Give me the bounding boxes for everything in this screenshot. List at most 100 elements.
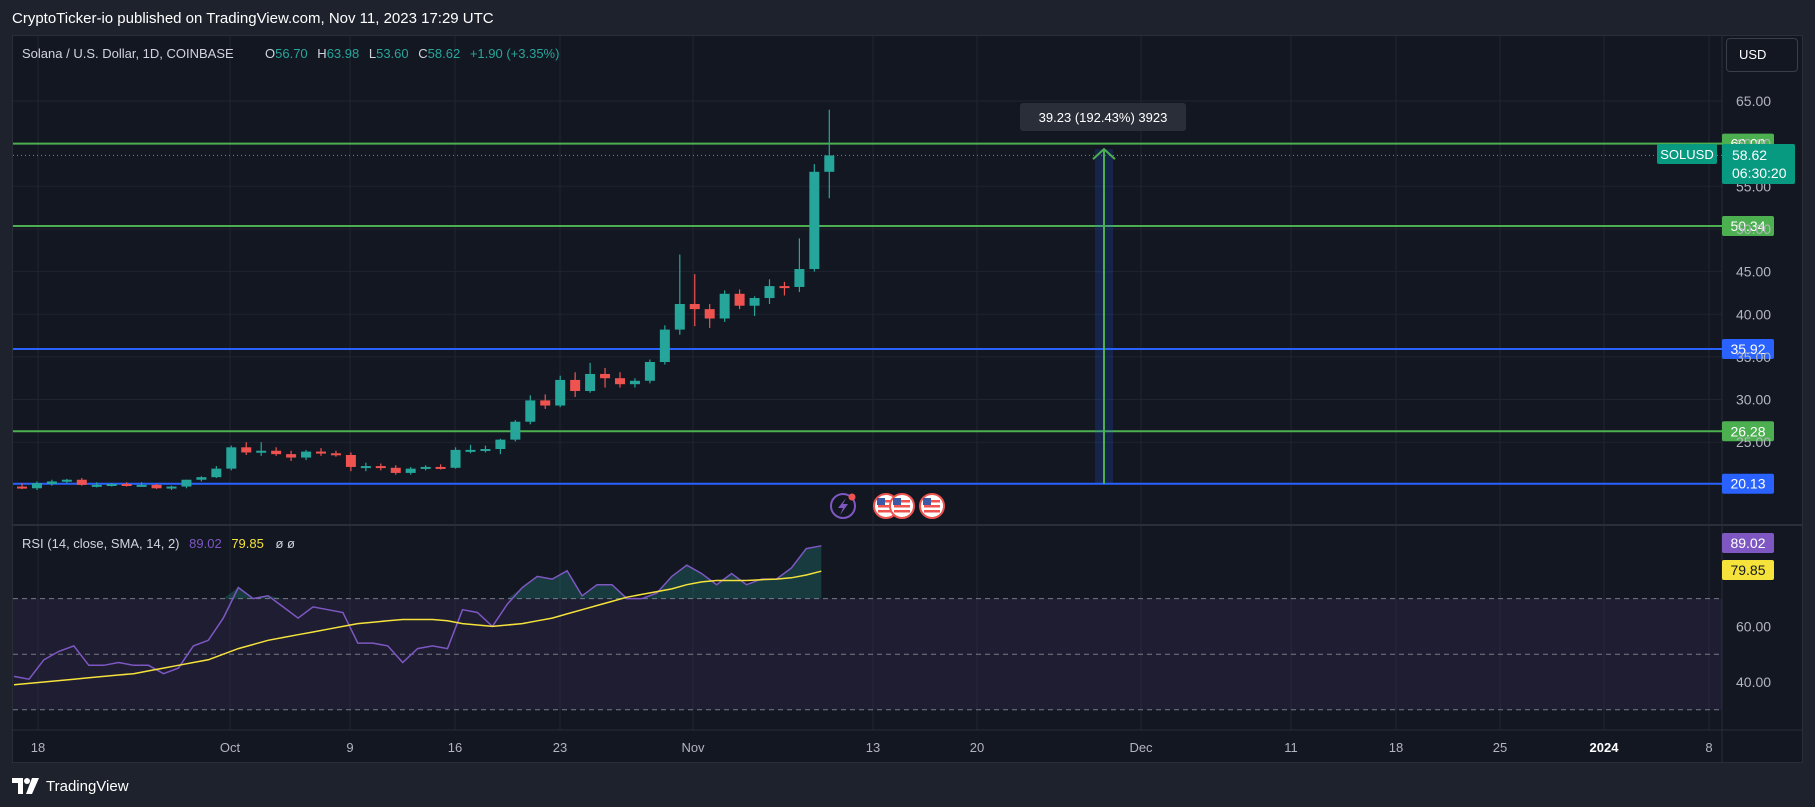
candle-body [151,484,162,489]
open-value: 56.70 [275,46,308,61]
candle-body [420,466,431,469]
x-tick-label: 9 [346,740,353,755]
x-tick-label: 23 [553,740,567,755]
x-tick-label: 16 [448,740,462,755]
candle-body [330,453,341,456]
candle-body [555,379,566,406]
rsi-label: RSI (14, close, SMA, 14, 2) [22,536,180,551]
measure-tool [1092,147,1116,484]
candle-body [495,439,506,450]
rsi-ma-value: 79.85 [231,536,264,551]
us-flag-icon[interactable] [919,493,945,519]
close-label: C [418,46,427,61]
price-badge-bg [1722,144,1795,184]
rsi-legend: RSI (14, close, SMA, 14, 2) 89.02 79.85 … [22,536,295,551]
high-value: 63.98 [327,46,360,61]
candle-body [465,449,476,452]
low-label: L [369,46,376,61]
candle-body [450,449,461,468]
candle-body [211,468,222,478]
candle-body [480,449,491,452]
rsi-ma-badge-bg [1722,560,1774,580]
currency-button[interactable]: USD [1726,38,1798,72]
candle-body [91,484,102,487]
candle-body [615,378,625,385]
candle-body [345,454,356,467]
candle-body [764,286,775,299]
candle-body [46,481,57,484]
measure-arrowhead [1092,147,1116,160]
candle-body [585,373,596,392]
rsi-badge: 89.02 [1730,535,1765,551]
candle-body [271,450,282,455]
footer: TradingView [12,775,129,797]
axes: 18 Oct 9 16 23 Nov 13 20 Dec 11 18 25 2024 8 25.00 30.0… [31,93,1771,755]
candle-body [749,298,760,306]
x-tick-label: 11 [1284,740,1298,755]
candle-body [196,477,207,480]
symbol-badge: SOLUSD [1660,147,1713,162]
candle-body [76,479,87,485]
x-tick-label: 8 [1705,740,1712,755]
x-tick-label: Dec [1129,740,1153,755]
last-price: 58.62 [1732,147,1767,163]
us-flag-icon[interactable] [889,493,915,519]
level-label: 20.13 [1730,476,1765,492]
candle-body [719,293,730,319]
candle-body [629,380,640,385]
change-value: +1.90 (+3.35%) [470,46,560,61]
publish-info: CryptoTicker-io published on TradingView… [12,10,494,27]
publish-header: CryptoTicker-io published on TradingView… [0,0,1815,36]
open-label: O [265,46,275,61]
candle-body [360,466,371,469]
y-tick-label: 50.00 [1736,221,1771,237]
level-label-bg [1722,339,1774,360]
candle-body [600,373,611,379]
rsi-band-layer [13,598,1722,711]
x-tick-label: Oct [220,740,241,755]
candle-body [734,293,745,306]
rsi-badge-bg [1722,533,1774,553]
candle-body [316,451,326,454]
candle-body [794,269,805,287]
level-label-bg [1722,473,1774,494]
bar-countdown: 06:30:20 [1732,165,1787,181]
symbol-title: Solana / U.S. Dollar, 1D, COINBASE [22,46,234,61]
measure-tooltip: 39.23 (192.43%) 3923 [1039,110,1168,125]
candle-body [286,454,297,458]
ohlc-readout: O56.70 H63.98 L53.60 C58.62 +1.90 (+3.35… [265,46,559,61]
rsi-ma-badge: 79.85 [1730,562,1765,578]
candle-body [570,379,581,392]
high-label: H [317,46,326,61]
candle-body [525,400,536,422]
rsi-value: 89.02 [189,536,222,551]
x-tick-label: Nov [681,740,705,755]
candle-body [510,421,521,440]
rsi-y-tick-label: 60.00 [1736,618,1771,634]
x-tick-label: 18 [31,740,45,755]
candle-body [779,286,790,289]
level-label: 35.92 [1730,341,1765,357]
tradingview-logo-icon [12,778,39,794]
level-label: 26.28 [1730,423,1765,439]
chart-frame[interactable] [12,35,1803,763]
candle-body [704,309,715,319]
candle-body [31,483,42,489]
candle-body [106,483,117,486]
x-tick-label: 18 [1389,740,1403,755]
x-tick-label: 20 [970,740,984,755]
candle-body [659,329,670,363]
x-tick-label: 25 [1493,740,1507,755]
candle-body [181,479,192,487]
candle-body [390,467,401,473]
level-label: 50.34 [1730,218,1765,234]
candle-body [61,479,72,482]
level-label-bg [1722,216,1774,237]
low-value: 53.60 [376,46,409,61]
y-tick-label: 65.00 [1736,93,1771,109]
rsi-overbought-fill [14,545,822,599]
candle-body [241,447,252,453]
lightning-icon[interactable] [830,493,856,519]
